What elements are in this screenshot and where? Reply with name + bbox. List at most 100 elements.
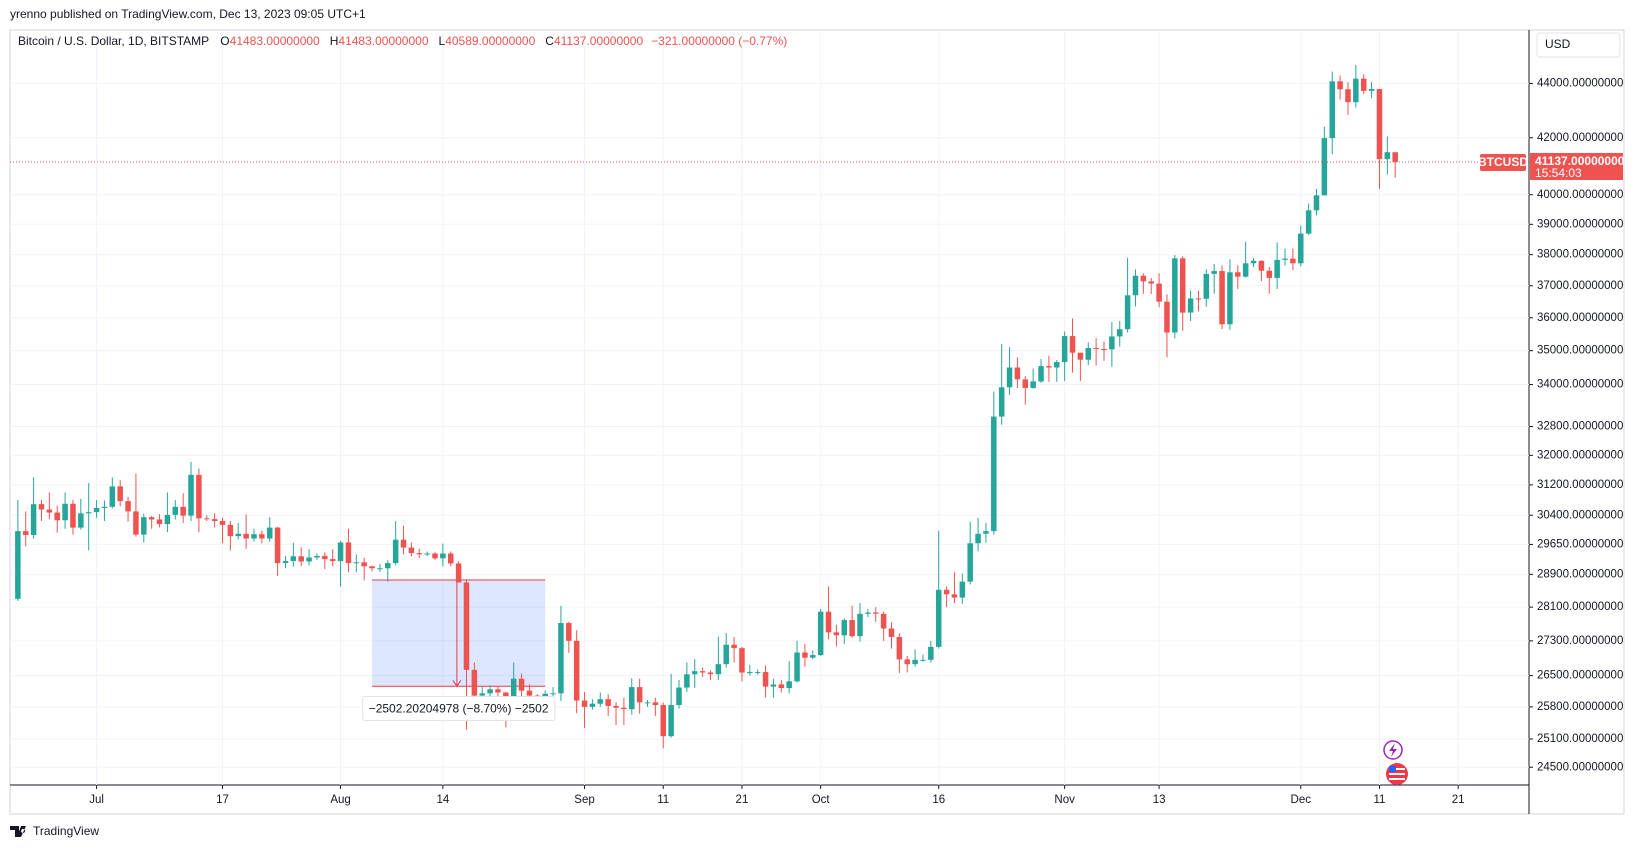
candle-body <box>196 474 202 519</box>
candle-body <box>1345 89 1351 103</box>
candle-body <box>62 503 68 521</box>
candle-body <box>1164 301 1170 333</box>
candle-body <box>141 517 147 535</box>
candle-body <box>361 562 367 567</box>
candle-body <box>566 623 572 641</box>
candle-body <box>1313 195 1320 211</box>
candle-body <box>1298 233 1304 264</box>
candle-body <box>558 623 564 694</box>
candle-body <box>432 553 438 559</box>
y-tick-label: 37000.00000000 <box>1537 280 1623 292</box>
candle-body <box>455 563 462 583</box>
candle-body <box>1195 298 1202 300</box>
measure-arrowhead <box>452 680 462 688</box>
currency-button[interactable] <box>1536 32 1621 58</box>
candle-body <box>70 503 76 528</box>
candle-body <box>148 517 155 520</box>
candle-body <box>188 474 194 516</box>
x-tick-label: Sep <box>574 794 594 806</box>
candle-body <box>251 534 257 539</box>
candle-body <box>833 632 840 636</box>
candle-body <box>928 646 934 660</box>
x-tick-label: Nov <box>1054 794 1075 806</box>
candle-body <box>1124 295 1131 330</box>
candle-body <box>259 534 265 539</box>
candle-body <box>1069 336 1076 353</box>
candle-body <box>613 705 619 708</box>
brand-name: TradingView <box>33 824 99 838</box>
symbol-tag <box>1480 154 1526 172</box>
x-tick-label: 14 <box>436 794 449 806</box>
candle-body <box>1116 329 1123 337</box>
candle-body <box>912 659 918 665</box>
candle-body <box>935 589 942 647</box>
candle-body <box>54 512 60 521</box>
candle-body <box>1148 281 1154 284</box>
candle-body <box>778 684 785 688</box>
candle-body <box>1353 78 1359 103</box>
candle-body <box>943 589 950 595</box>
candle-body <box>660 705 667 737</box>
candle-body <box>503 692 509 697</box>
x-tick-label: Dec <box>1291 794 1312 806</box>
currency-label: USD <box>1545 37 1571 51</box>
candle-body <box>526 690 533 696</box>
candle-body <box>857 613 863 637</box>
candle-body <box>1187 298 1194 313</box>
candle-body <box>573 640 580 701</box>
y-tick-label: 30400.00000000 <box>1537 509 1623 521</box>
y-tick-label: 34000.00000000 <box>1537 379 1623 391</box>
candle-body <box>865 612 871 614</box>
x-tick-label: 16 <box>932 794 945 806</box>
candle-body <box>15 531 21 599</box>
x-tick-label: 17 <box>216 794 229 806</box>
candle-body <box>30 504 37 536</box>
candle-body <box>377 568 383 570</box>
ohlc-key: C <box>545 34 554 48</box>
candle-body <box>424 553 430 555</box>
candle-body <box>78 513 84 528</box>
candle-body <box>967 543 973 582</box>
candle-body <box>337 542 344 562</box>
brand: TradingView <box>10 824 99 838</box>
candle-body <box>550 693 556 695</box>
y-tick-label: 28900.00000000 <box>1537 568 1623 580</box>
measure-label-box <box>362 695 556 721</box>
candle-body <box>951 594 958 598</box>
x-tick-label: 11 <box>657 794 669 806</box>
candle-body <box>652 702 659 706</box>
candle-body <box>1376 89 1383 160</box>
candle-body <box>636 687 643 703</box>
candle-body <box>1321 138 1328 196</box>
candle-body <box>282 561 289 564</box>
candle-body <box>1038 366 1044 382</box>
y-tick-label: 31200.00000000 <box>1537 479 1623 491</box>
candle-body <box>605 699 611 706</box>
candle-body <box>1203 273 1210 299</box>
lightning-glyph <box>1389 743 1397 757</box>
candle-body <box>1282 258 1288 260</box>
ohlc-value: 40589.00000000 <box>445 34 535 48</box>
candle-body <box>880 613 887 629</box>
candle-body <box>1030 381 1036 388</box>
candle-body <box>723 644 729 665</box>
candle-body <box>227 524 234 537</box>
candle-body <box>109 486 116 507</box>
candle-body <box>762 672 769 687</box>
candle-body <box>896 637 903 660</box>
candle-body <box>204 518 210 520</box>
candle-body <box>1250 260 1257 264</box>
candle-body <box>1014 367 1021 380</box>
candle-body <box>1101 349 1107 351</box>
candle-body <box>684 674 690 688</box>
candle-body <box>644 702 651 704</box>
candle-body <box>369 566 375 569</box>
grid <box>10 30 1529 785</box>
candle-body <box>1290 258 1296 264</box>
candle-body <box>1384 152 1391 160</box>
candle-body <box>1054 362 1060 368</box>
candle-body <box>329 559 336 562</box>
candle-body <box>920 659 926 661</box>
candle-body <box>731 644 737 649</box>
candle-body <box>156 519 163 525</box>
